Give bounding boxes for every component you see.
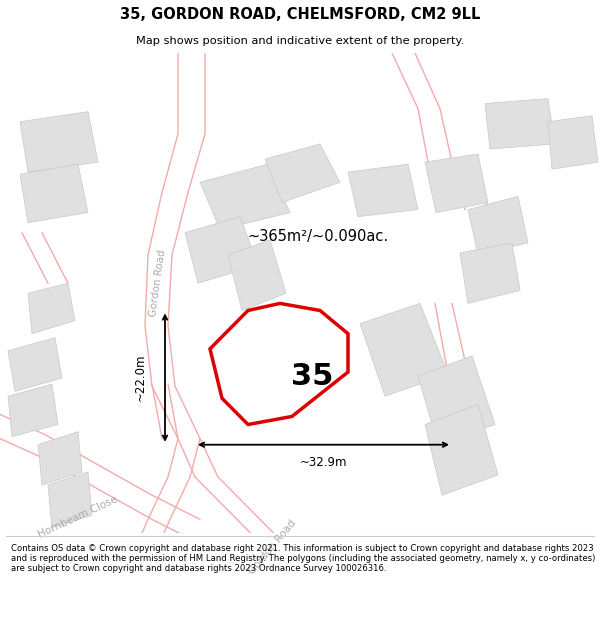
Text: Map shows position and indicative extent of the property.: Map shows position and indicative extent… <box>136 36 464 46</box>
Polygon shape <box>548 116 598 169</box>
Polygon shape <box>425 154 488 212</box>
Polygon shape <box>460 243 520 303</box>
Polygon shape <box>425 404 498 495</box>
Polygon shape <box>228 240 286 311</box>
Polygon shape <box>48 472 92 528</box>
Polygon shape <box>360 303 448 396</box>
Text: 35: 35 <box>291 362 333 391</box>
Polygon shape <box>265 144 340 202</box>
Polygon shape <box>185 217 258 283</box>
Text: 35, GORDON ROAD, CHELMSFORD, CM2 9LL: 35, GORDON ROAD, CHELMSFORD, CM2 9LL <box>120 7 480 22</box>
Text: Hornbeam Close: Hornbeam Close <box>37 494 119 540</box>
Text: ~365m²/~0.090ac.: ~365m²/~0.090ac. <box>247 229 389 244</box>
Text: ~22.0m: ~22.0m <box>133 354 146 401</box>
Polygon shape <box>20 164 88 222</box>
Polygon shape <box>20 112 98 173</box>
Polygon shape <box>200 164 290 230</box>
Polygon shape <box>468 196 528 255</box>
Polygon shape <box>28 283 75 334</box>
Polygon shape <box>8 338 62 391</box>
Text: Gordon Road: Gordon Road <box>247 519 298 577</box>
Text: Gordon Road: Gordon Road <box>148 249 167 318</box>
Polygon shape <box>8 384 58 437</box>
Text: Contains OS data © Crown copyright and database right 2021. This information is : Contains OS data © Crown copyright and d… <box>11 544 595 573</box>
Polygon shape <box>485 99 555 149</box>
Polygon shape <box>418 356 495 445</box>
Text: ~32.9m: ~32.9m <box>300 456 347 469</box>
Polygon shape <box>348 164 418 217</box>
Polygon shape <box>38 432 82 485</box>
